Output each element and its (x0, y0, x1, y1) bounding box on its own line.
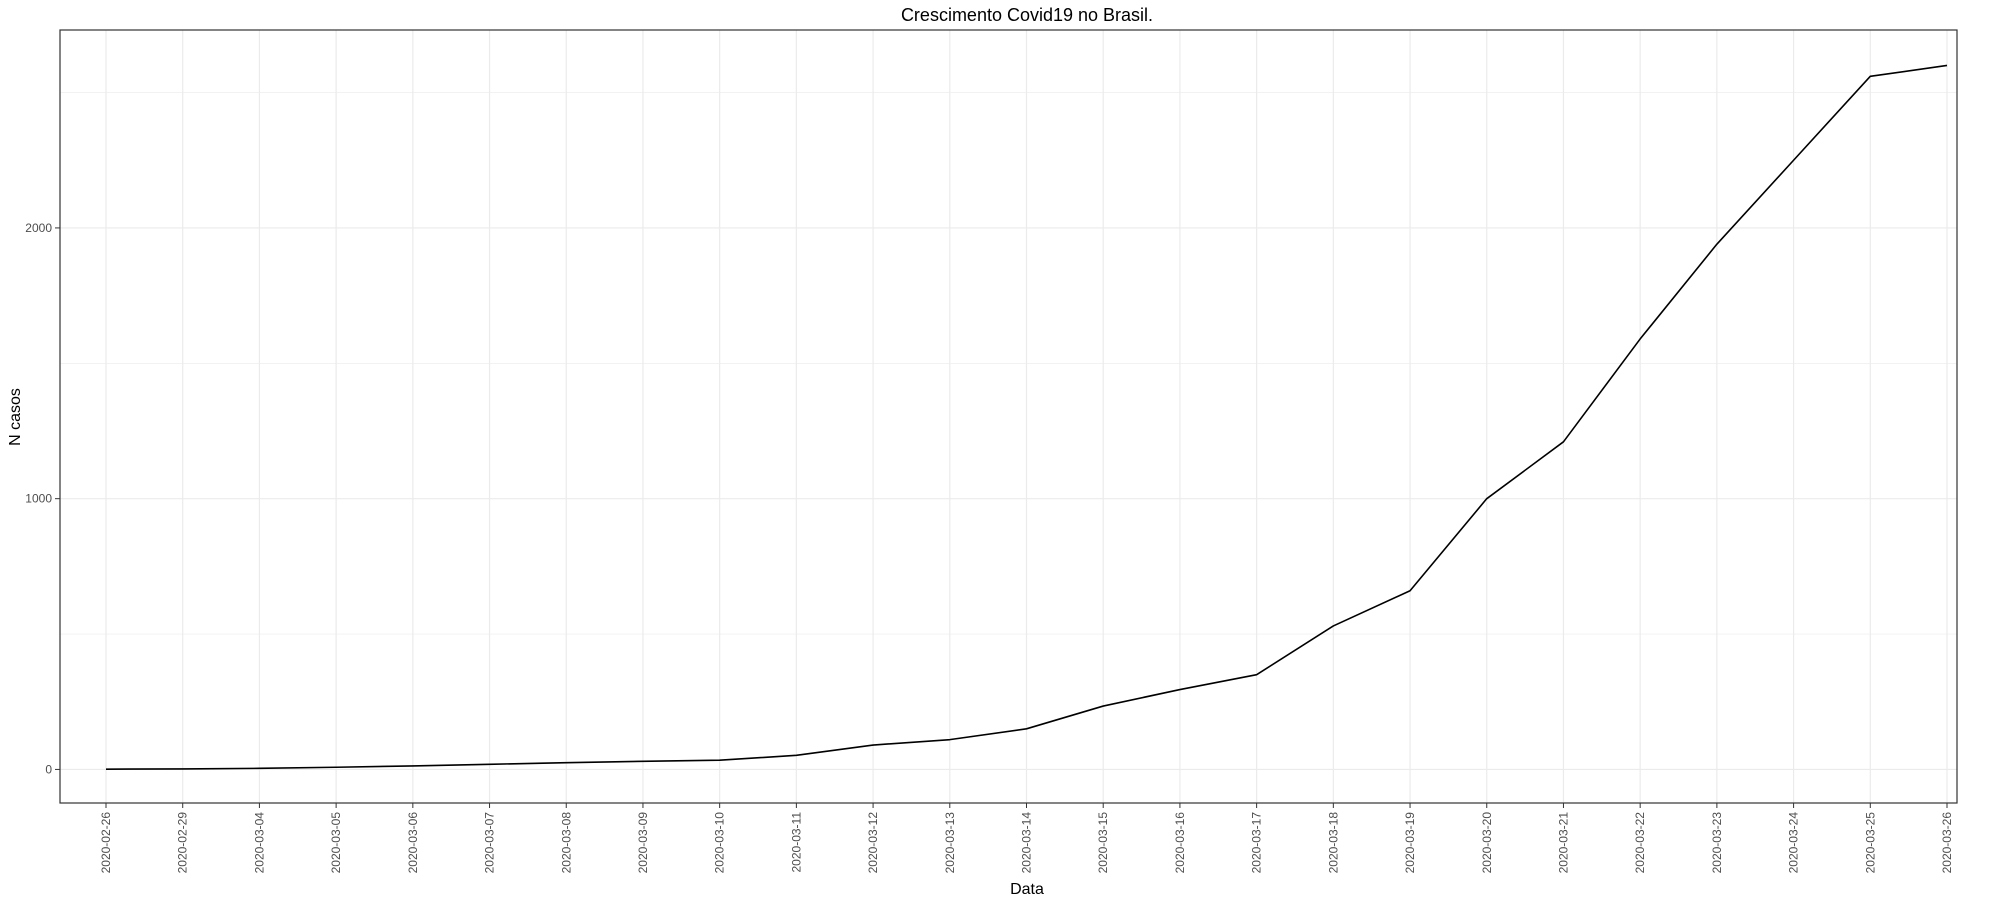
x-tick-label: 2020-03-21 (1556, 812, 1570, 874)
x-tick-label: 2020-03-11 (789, 812, 803, 873)
x-axis-title: Data (1010, 881, 1044, 898)
x-tick-label: 2020-03-22 (1633, 812, 1647, 874)
x-tick-label: 2020-03-10 (713, 812, 727, 874)
x-tick-label: 2020-02-29 (176, 812, 190, 874)
x-tick-label: 2020-03-09 (636, 812, 650, 874)
x-tick-label: 2020-03-04 (252, 812, 266, 874)
x-tick-label: 2020-03-24 (1787, 812, 1801, 874)
x-tick-label: 2020-03-05 (329, 812, 343, 874)
x-tick-label: 2020-03-13 (943, 812, 957, 874)
y-axis: 0 1000 2000 (25, 221, 60, 776)
y-tick-label: 1000 (25, 492, 52, 506)
x-tick-label: 2020-03-18 (1326, 812, 1340, 874)
x-tick-label: 2020-03-20 (1480, 812, 1494, 874)
x-tick-label: 2020-03-07 (483, 812, 497, 874)
x-tick-label: 2020-03-12 (866, 812, 880, 874)
grid (60, 30, 1957, 803)
x-axis: 2020-02-26 2020-02-29 2020-03-04 2020-03-05… (99, 803, 1954, 873)
x-tick-label: 2020-03-16 (1173, 812, 1187, 874)
x-tick-label: 2020-03-19 (1403, 812, 1417, 874)
x-tick-label: 2020-03-26 (1940, 812, 1954, 874)
x-tick-label: 2020-03-14 (1020, 812, 1034, 874)
x-tick-label: 2020-02-26 (99, 812, 113, 874)
x-tick-label: 2020-03-23 (1710, 812, 1724, 874)
y-tick-label: 2000 (25, 221, 52, 235)
y-tick-label: 0 (45, 762, 52, 776)
chart-title: Crescimento Covid19 no Brasil. (901, 5, 1153, 25)
y-axis-title: N casos (7, 388, 24, 446)
panel-border (59, 29, 1958, 804)
x-tick-label: 2020-03-15 (1096, 812, 1110, 874)
plot-area (105, 64, 1948, 770)
x-tick-label: 2020-03-25 (1863, 812, 1877, 874)
x-tick-label: 2020-03-06 (406, 812, 420, 874)
x-tick-label: 2020-03-08 (559, 812, 573, 874)
x-tick-label: 2020-03-17 (1250, 812, 1264, 874)
